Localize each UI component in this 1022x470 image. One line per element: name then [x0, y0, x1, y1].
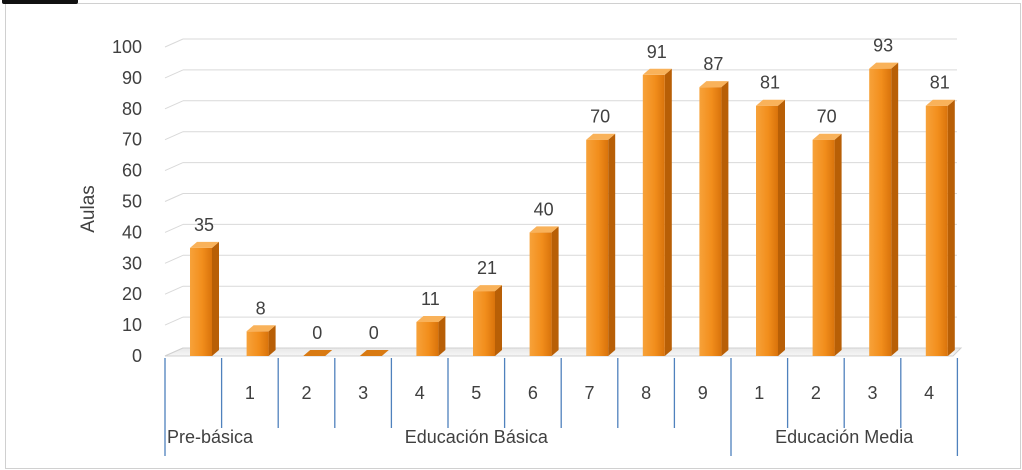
- x-tick-label: 6: [528, 383, 538, 403]
- x-tick-label: 4: [924, 383, 934, 403]
- y-tick-label: 0: [132, 346, 142, 366]
- chart-frame: [5, 3, 1021, 469]
- x-tick-label: 1: [245, 383, 255, 403]
- y-tick-label: 100: [112, 37, 142, 57]
- x-tick-label: 4: [415, 383, 425, 403]
- x-group-label: Pre-básica: [167, 427, 254, 447]
- bar: [812, 133, 842, 356]
- gridline-depth: [164, 223, 184, 233]
- data-label: 81: [930, 73, 950, 93]
- x-tick-label: 7: [584, 383, 594, 403]
- data-label: 0: [312, 323, 322, 343]
- bar: [359, 350, 389, 356]
- bars: [190, 62, 955, 357]
- x-tick-label: 9: [698, 383, 708, 403]
- x-axis: 1 2 3 4 5 6 7 8 9 1 2 3 4 Pre-básica Educación Básica E…: [164, 358, 959, 456]
- x-tick-label: 3: [358, 383, 368, 403]
- y-tick-label: 70: [122, 130, 142, 150]
- y-tick-label: 40: [122, 222, 142, 242]
- y-axis-title: Aulas: [78, 185, 99, 233]
- data-label: 40: [534, 199, 554, 219]
- gridline-depth: [164, 69, 184, 79]
- x-tick-label: 8: [641, 383, 651, 403]
- gridline-depth: [164, 316, 184, 326]
- bar: [529, 226, 559, 356]
- y-tick-label: 60: [122, 161, 142, 181]
- data-labels: 35 8 0 0 11 21 40 70 91 87 81 70 93 81: [194, 36, 950, 343]
- bar: [869, 62, 899, 356]
- x-tick-label: 3: [867, 383, 877, 403]
- y-tick-label: 50: [122, 192, 142, 212]
- cropped-heading-fragment: [0, 0, 80, 6]
- bar: [699, 81, 729, 357]
- y-tick-label: 20: [122, 284, 142, 304]
- bar: [756, 99, 785, 357]
- x-group-label: Educación Básica: [405, 427, 549, 447]
- gridline-depth: [164, 131, 184, 141]
- x-tick-label: 2: [301, 383, 311, 403]
- gridline-depth: [164, 162, 184, 172]
- data-label: 81: [760, 73, 780, 93]
- bar: [190, 241, 219, 356]
- gridline-depth: [164, 38, 184, 48]
- data-label: 0: [369, 323, 379, 343]
- data-label: 11: [421, 289, 440, 309]
- bar: [586, 133, 616, 356]
- data-label: 93: [873, 36, 893, 56]
- gridline-depth: [164, 100, 184, 110]
- bar: [246, 325, 276, 356]
- y-tick-label: 10: [122, 315, 142, 335]
- bar: [303, 350, 333, 356]
- bar: [925, 99, 955, 357]
- data-label: 70: [817, 107, 837, 127]
- y-axis-ticks: 0 10 20 30 40 50 60 70 80 90 100: [112, 37, 142, 366]
- y-tick-label: 90: [122, 68, 142, 88]
- y-tick-label: 80: [122, 99, 142, 119]
- data-label: 70: [590, 107, 610, 127]
- x-tick-label: 2: [811, 383, 821, 403]
- x-tick-label: 5: [471, 383, 481, 403]
- x-tick-label: 1: [754, 383, 764, 403]
- y-tick-label: 30: [122, 253, 142, 273]
- bar: [642, 68, 672, 356]
- x-group-label: Educación Media: [775, 427, 914, 447]
- bar: [473, 285, 502, 356]
- data-label: 8: [256, 298, 266, 318]
- gridline-depth: [164, 254, 184, 264]
- gridline-depth: [164, 193, 184, 202]
- data-label: 91: [647, 42, 667, 62]
- data-label: 21: [477, 258, 497, 278]
- gridline-depth: [164, 285, 184, 295]
- bar: [416, 316, 446, 356]
- data-label: 35: [194, 215, 214, 235]
- data-label: 87: [703, 54, 723, 74]
